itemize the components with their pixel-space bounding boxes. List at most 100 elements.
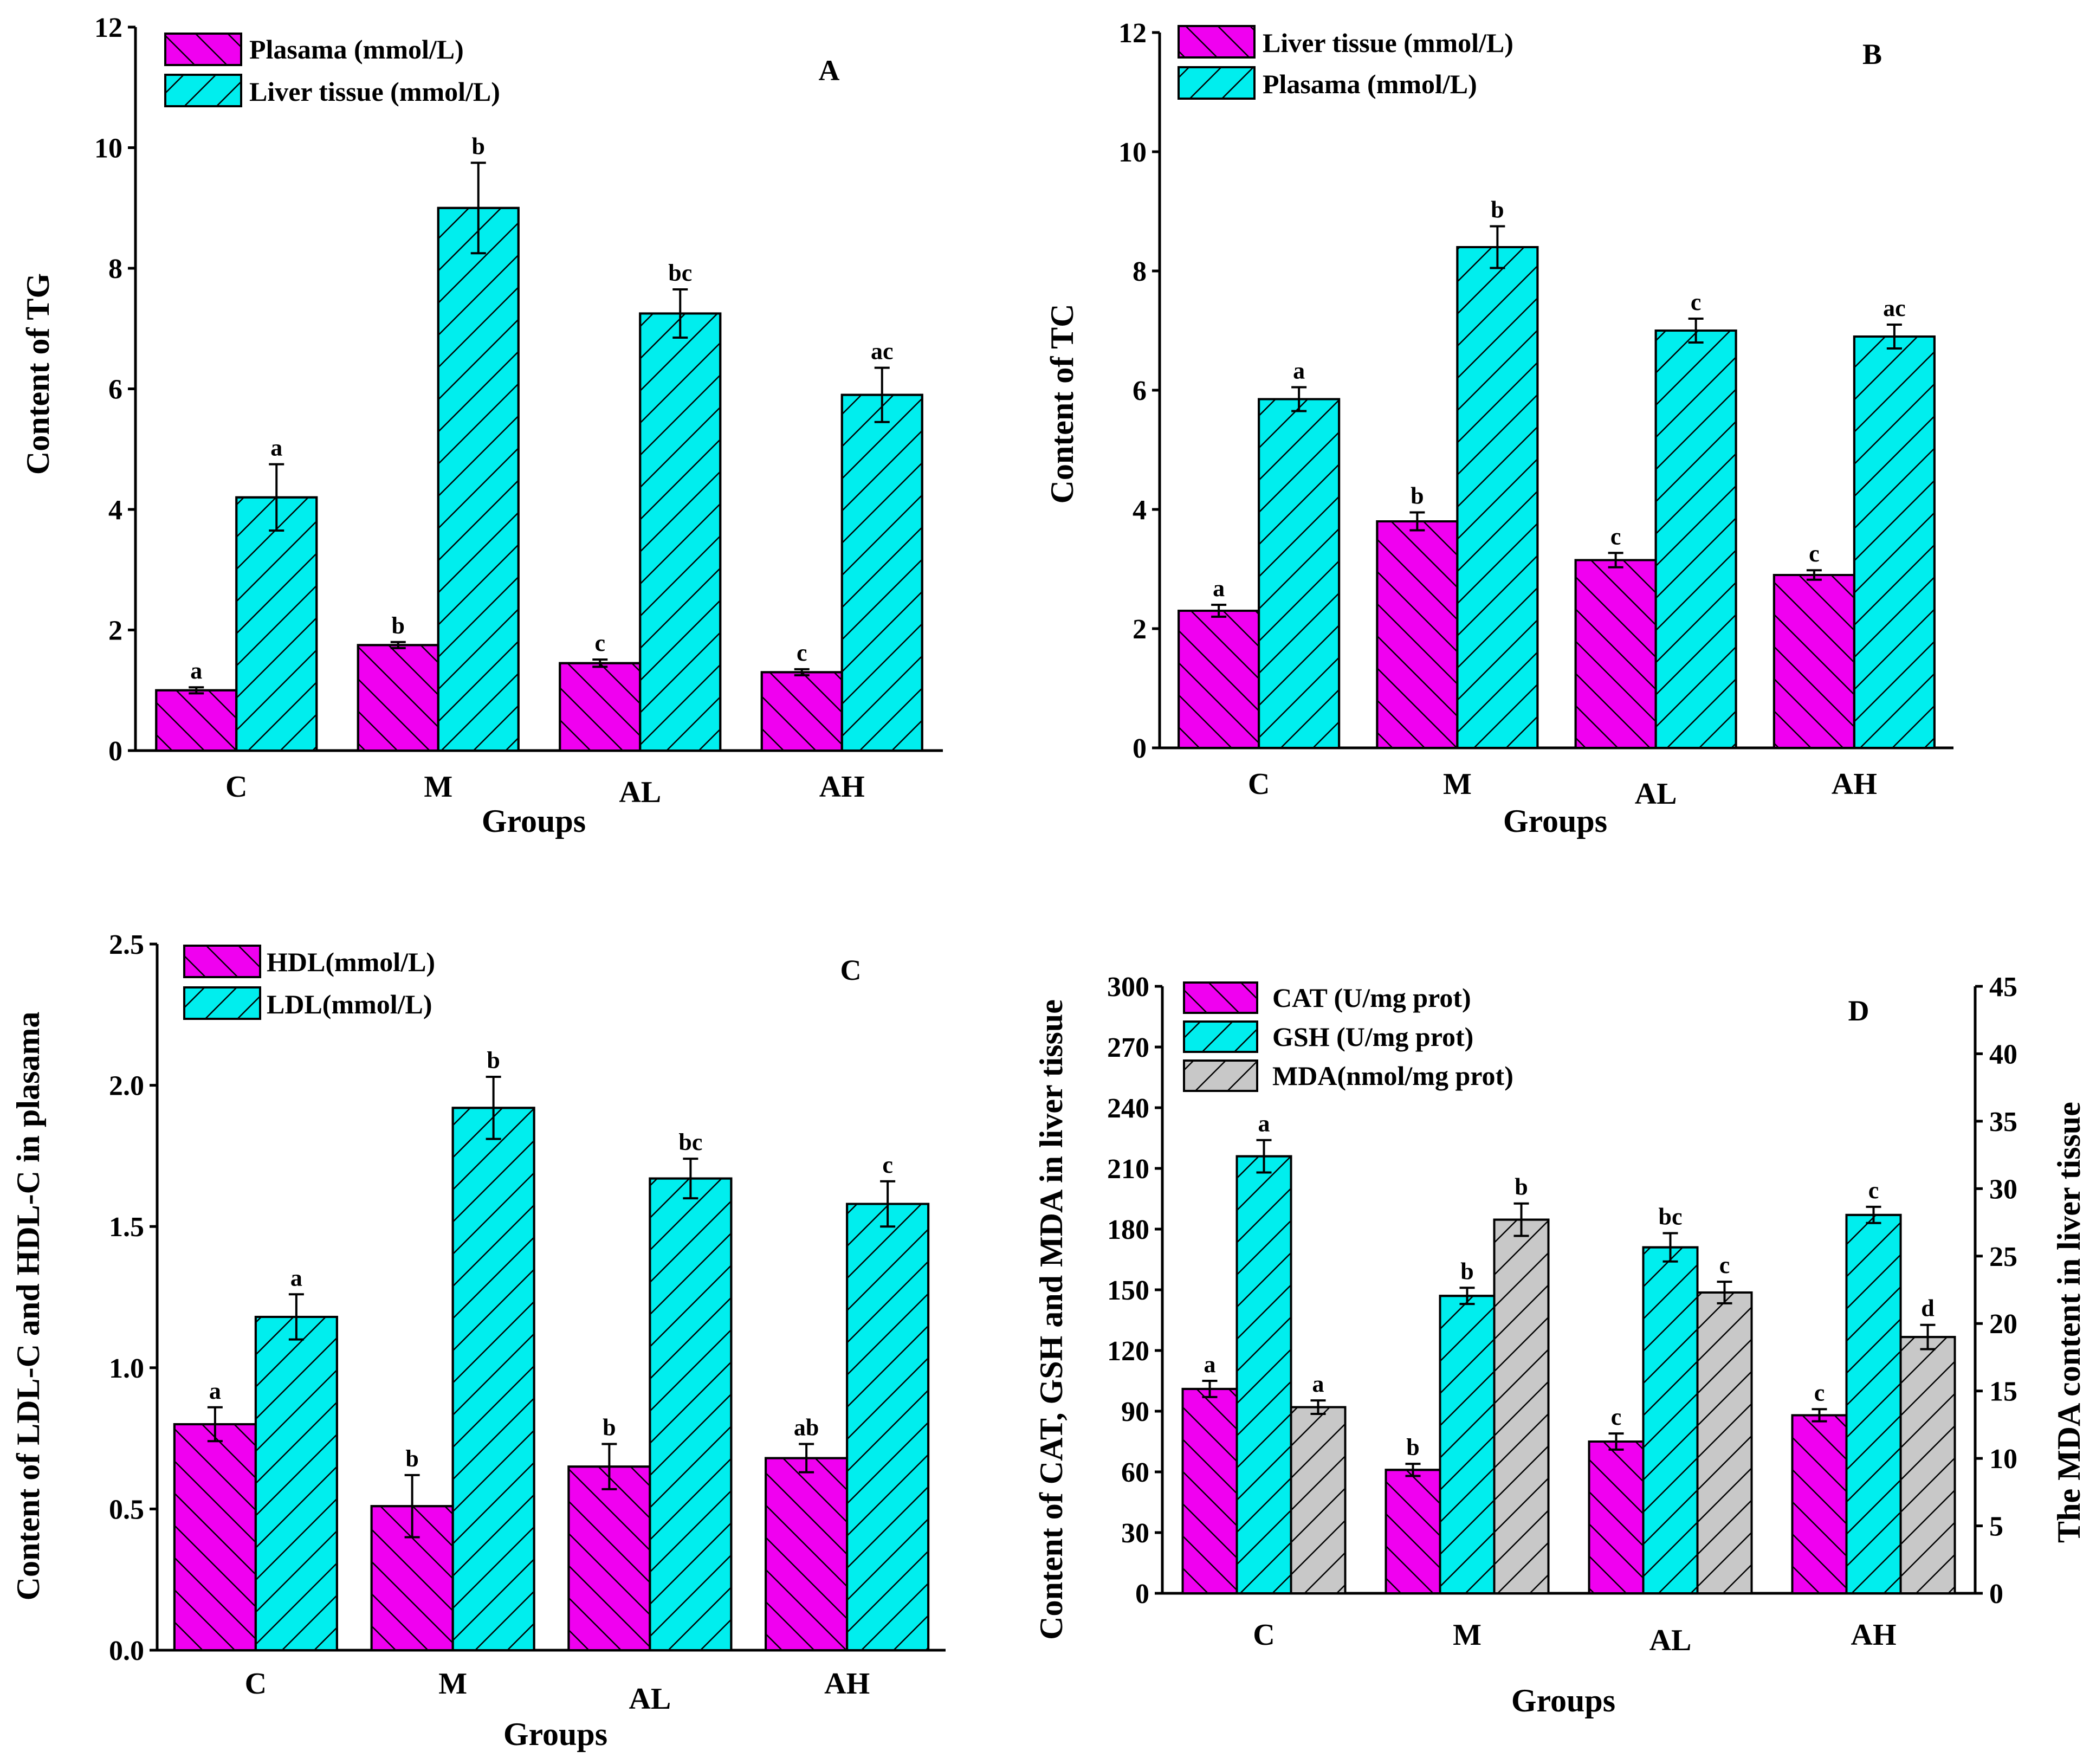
panel-d-bar-hatch xyxy=(1439,1295,1496,1594)
panel-a-bar-hatch xyxy=(357,644,439,752)
panel-d-plot: 0 30 60 90 120 150 180 210 240 270 300 0 5 10 15 20 25 30… xyxy=(1107,972,2017,1657)
panel-d-bar-hatch xyxy=(1791,1414,1848,1594)
panel-d-significance-letter: c xyxy=(1719,1252,1730,1278)
panel-b-bar-hatch xyxy=(1456,246,1539,749)
panel-c-chart: Content of LDL-C and HDL-C in plasama Gr… xyxy=(10,929,946,1752)
panel-a-significance-letter: ac xyxy=(871,338,894,365)
panel-d-bar-hatch xyxy=(1493,1218,1550,1595)
panel-b-bar-hatch xyxy=(1178,610,1260,749)
panel-d-legend: CAT (U/mg prot) GSH (U/mg prot) MDA(nmol… xyxy=(1183,981,1513,1092)
panel-d-significance-letter: c xyxy=(1814,1379,1825,1406)
panel-c-category-label: AL xyxy=(629,1682,671,1716)
panel-c-ytick-label: 0.5 xyxy=(109,1494,144,1525)
panel-c-category-label: AH xyxy=(824,1667,870,1701)
panel-c-ytick-label: 1.0 xyxy=(109,1353,144,1384)
panel-d-bar-hatch xyxy=(1696,1291,1753,1594)
panel-d-y2tick-label: 5 xyxy=(1989,1511,2003,1542)
panel-a-y-axis-title: Content of TG xyxy=(20,273,56,475)
panel-a-ytick-label: 8 xyxy=(108,254,122,285)
panel-d-x-axis-title: Groups xyxy=(1511,1683,1615,1718)
panel-d-y2tick-label: 10 xyxy=(1989,1444,2017,1475)
panel-d-y-axis-title: Content of CAT, GSH and MDA in liver tis… xyxy=(1033,999,1069,1640)
panel-b-legend-hatch-0 xyxy=(1178,25,1256,59)
panel-b-bar-hatch xyxy=(1853,335,1936,749)
panel-c-significance-letter: a xyxy=(290,1264,302,1291)
panel-b-category-label: AH xyxy=(1832,767,1877,801)
panel-a-plot: 0 2 4 6 8 10 12 Ca a Mb b AL c bc AH c ac xyxy=(94,12,943,809)
panel-a-bar-hatch xyxy=(760,671,843,752)
panel-a-significance-letter: a xyxy=(190,657,202,684)
panel-a-category-label: M xyxy=(424,770,452,804)
panel-b-legend-label-1: Plasama (mmol/L) xyxy=(1263,69,1477,99)
panel-c-y-axis-title: Content of LDL-C and HDL-C in plasama xyxy=(10,1012,46,1601)
panel-d-ytick-label: 210 xyxy=(1107,1154,1149,1185)
panel-a-bar-hatch xyxy=(559,662,642,752)
panel-b-significance-letter: b xyxy=(1491,197,1504,223)
panel-d-label: D xyxy=(1848,994,1869,1027)
panel-a-bar-hatch xyxy=(437,206,520,752)
panel-b-legend: Liver tissue (mmol/L) Plasama (mmol/L) xyxy=(1178,25,1513,100)
panel-d-y2tick-label: 35 xyxy=(1989,1107,2017,1138)
panel-a-significance-letter: c xyxy=(797,639,807,666)
panel-b-significance-letter: a xyxy=(1213,575,1225,602)
panel-c-bar-hatch xyxy=(649,1177,733,1651)
panel-b-x-axis-title: Groups xyxy=(1503,803,1607,839)
panel-d-significance-letter: a xyxy=(1312,1371,1324,1397)
panel-d-legend-label-2: MDA(nmol/mg prot) xyxy=(1272,1061,1513,1091)
panel-b-significance-letter: c xyxy=(1809,540,1820,567)
panel-b-legend-hatch-1 xyxy=(1178,66,1256,100)
panel-c-significance-letter: c xyxy=(882,1152,893,1178)
panel-c-bar-hatch xyxy=(173,1423,257,1652)
panel-c-bar-hatch xyxy=(846,1203,930,1651)
panel-b-chart: Content of TC Groups B Liver tissue (mmo… xyxy=(1044,18,1953,839)
panel-b-ytick-label: 10 xyxy=(1118,137,1147,168)
panel-d-ytick-label: 30 xyxy=(1121,1518,1149,1549)
panel-a-significance-letter: c xyxy=(594,630,605,656)
panel-a-label: A xyxy=(819,54,840,87)
panel-c-ytick-label: 0.0 xyxy=(109,1636,144,1666)
panel-b-ytick-label: 8 xyxy=(1133,256,1147,287)
panel-c-bar-hatch xyxy=(765,1457,849,1651)
panel-d-legend-hatch-2 xyxy=(1183,1059,1258,1092)
panel-c-legend: HDL(mmol/L) LDL(mmol/L) xyxy=(183,945,435,1020)
panel-c-significance-letter: b xyxy=(487,1047,500,1074)
panel-c-significance-letter: a xyxy=(209,1378,221,1404)
panel-d-chart: Content of CAT, GSH and MDA in liver tis… xyxy=(1033,972,2087,1718)
panel-b-ytick-label: 0 xyxy=(1133,733,1147,764)
panel-d-bar-hatch xyxy=(1899,1336,1956,1594)
panel-c-legend-hatch-0 xyxy=(183,945,261,978)
panel-a-ytick-label: 6 xyxy=(108,374,122,405)
panel-a-ytick-label: 0 xyxy=(108,736,122,767)
panel-b-significance-letter: b xyxy=(1411,483,1424,509)
panel-c-x-axis-title: Groups xyxy=(503,1716,607,1752)
panel-b-category-label: AL xyxy=(1635,777,1677,811)
panel-d-significance-letter: b xyxy=(1460,1258,1473,1284)
panel-a-x-axis-title: Groups xyxy=(482,803,586,839)
panel-b-category-label: M xyxy=(1443,767,1472,801)
panel-a-category-label: C xyxy=(225,770,247,804)
panel-a-bar-hatch xyxy=(639,312,722,752)
panel-b-plot: 0 2 4 6 8 10 12 Ca a Mb b AL c c AH c ac xyxy=(1118,18,1953,811)
panel-b-significance-letter: a xyxy=(1293,358,1305,384)
panel-d-ytick-label: 300 xyxy=(1107,972,1149,1003)
panel-a-bar-hatch xyxy=(840,393,923,752)
panel-a-ytick-label: 10 xyxy=(94,133,122,164)
panel-a-ytick-label: 4 xyxy=(108,495,122,526)
panel-d-category-label: M xyxy=(1453,1618,1482,1652)
panel-b-ytick-label: 2 xyxy=(1133,614,1147,645)
panel-a-category-label: AL xyxy=(619,776,661,809)
panel-b-significance-letter: ac xyxy=(1883,295,1906,321)
panel-a-bar-hatch xyxy=(235,496,318,752)
panel-d-ytick-label: 240 xyxy=(1107,1093,1149,1124)
panel-d-ytick-label: 90 xyxy=(1121,1397,1149,1427)
panel-d-significance-letter: b xyxy=(1515,1174,1528,1200)
panel-d-significance-letter: d xyxy=(1921,1295,1934,1322)
panel-c-significance-letter: ab xyxy=(794,1414,819,1441)
panel-d-bar-hatch xyxy=(1385,1469,1441,1594)
panel-b-bar-hatch xyxy=(1574,559,1657,749)
panel-d-significance-letter: a xyxy=(1204,1351,1216,1378)
panel-c-ytick-label: 1.5 xyxy=(109,1212,144,1243)
panel-d-legend-label-1: GSH (U/mg prot) xyxy=(1272,1022,1473,1052)
panel-b-label: B xyxy=(1862,38,1882,70)
